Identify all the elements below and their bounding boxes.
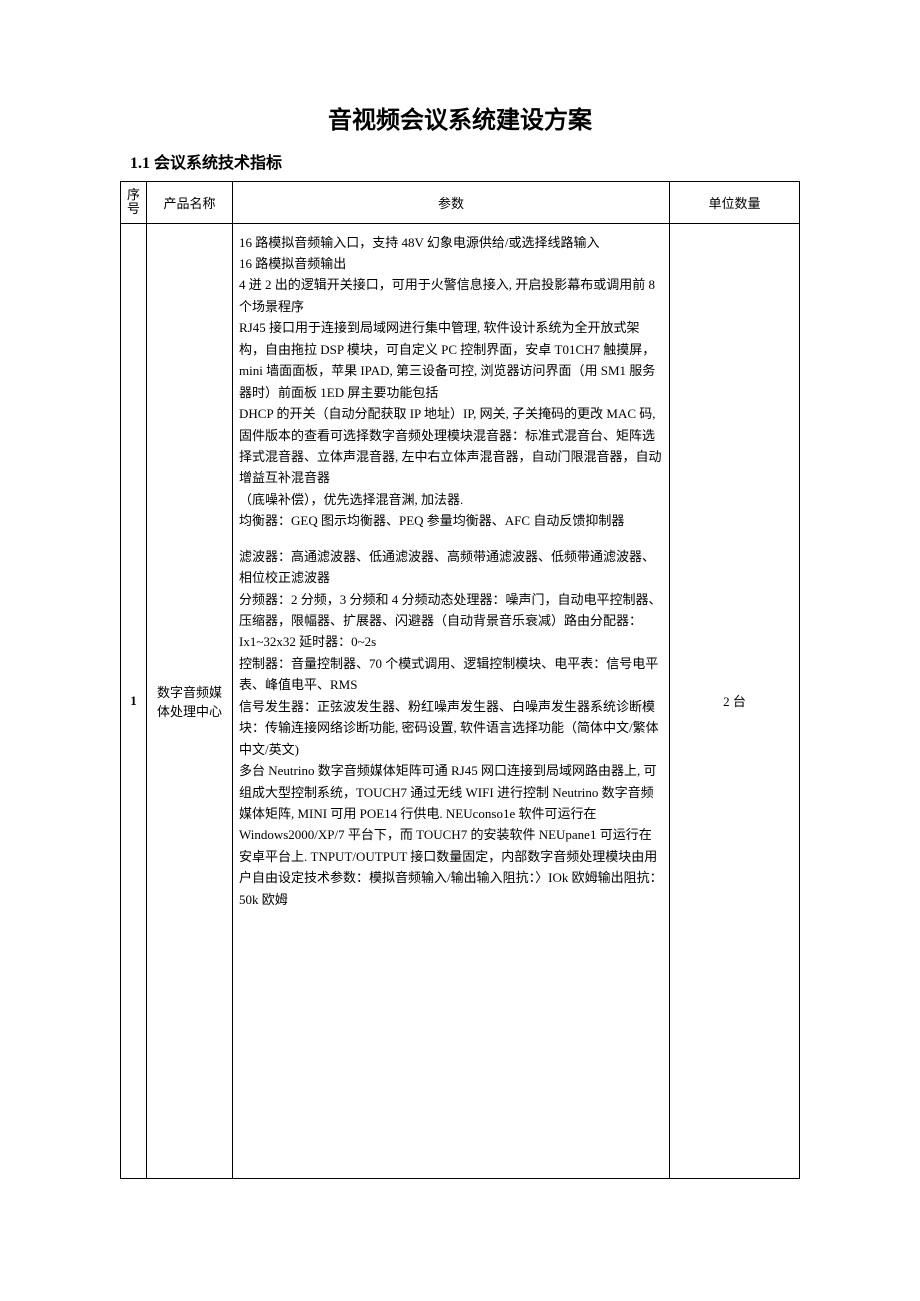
- param-line: 控制器：音量控制器、70 个模式调用、逻辑控制模块、电平表：信号电平表、峰值电平…: [239, 653, 663, 696]
- cell-seq: 1: [121, 223, 147, 1179]
- param-line: 均衡器：GEQ 图示均衡器、PEQ 参量均衡器、AFC 自动反馈抑制器: [239, 510, 663, 531]
- col-header-unit-qty: 单位数量: [670, 182, 800, 224]
- param-line: 滤波器：高通滤波器、低通滤波器、高频带通滤波器、低频带通滤波器、相位校正滤波器: [239, 546, 663, 589]
- col-header-seq: 序号: [121, 182, 147, 224]
- param-line: （底噪补偿），优先选择混音渊, 加法器.: [239, 489, 663, 510]
- section-heading: 1.1 会议系统技术指标: [120, 149, 800, 173]
- param-line: DHCP 的开关（自动分配获取 IP 地址）IP, 网关, 子关掩码的更改 MA…: [239, 403, 663, 489]
- document-title: 音视频会议系统建设方案: [120, 100, 800, 135]
- col-header-product-name: 产品名称: [147, 182, 233, 224]
- table-header-row: 序号 产品名称 参数 单位数量: [121, 182, 800, 224]
- param-line: RJ45 接口用于连接到局域网进行集中管理, 软件设计系统为全开放式架构，自由拖…: [239, 317, 663, 403]
- col-header-params: 参数: [233, 182, 670, 224]
- param-line: 分频器：2 分频，3 分频和 4 分频动态处理器：噪声门，自动电平控制器、压缩器…: [239, 589, 663, 653]
- param-bottom-pad: [239, 910, 663, 1170]
- param-line: 信号发生器：正弦波发生器、粉红噪声发生器、白噪声发生器系统诊断模块：传输连接网络…: [239, 696, 663, 760]
- param-line: 16 路模拟音频输入口，支持 48V 幻象电源供给/或选择线路输入: [239, 232, 663, 253]
- param-spacer: [239, 532, 663, 546]
- param-line: 多台 Neutrino 数字音频媒体矩阵可通 RJ45 网口连接到局域网路由器上…: [239, 760, 663, 910]
- param-line: 16 路模拟音频输出: [239, 253, 663, 274]
- param-line: 4 迸 2 出的逻辑开关接口，可用于火警信息接入, 开启投影幕布或调用前 8 个…: [239, 274, 663, 317]
- cell-params: 16 路模拟音频输入口，支持 48V 幻象电源供给/或选择线路输入 16 路模拟…: [233, 223, 670, 1179]
- spec-table: 序号 产品名称 参数 单位数量 1 数字音频媒体处理中心 16 路模拟音频输入口…: [120, 181, 800, 1179]
- cell-product-name: 数字音频媒体处理中心: [147, 223, 233, 1179]
- table-row: 1 数字音频媒体处理中心 16 路模拟音频输入口，支持 48V 幻象电源供给/或…: [121, 223, 800, 1179]
- cell-unit-qty: 2 台: [670, 223, 800, 1179]
